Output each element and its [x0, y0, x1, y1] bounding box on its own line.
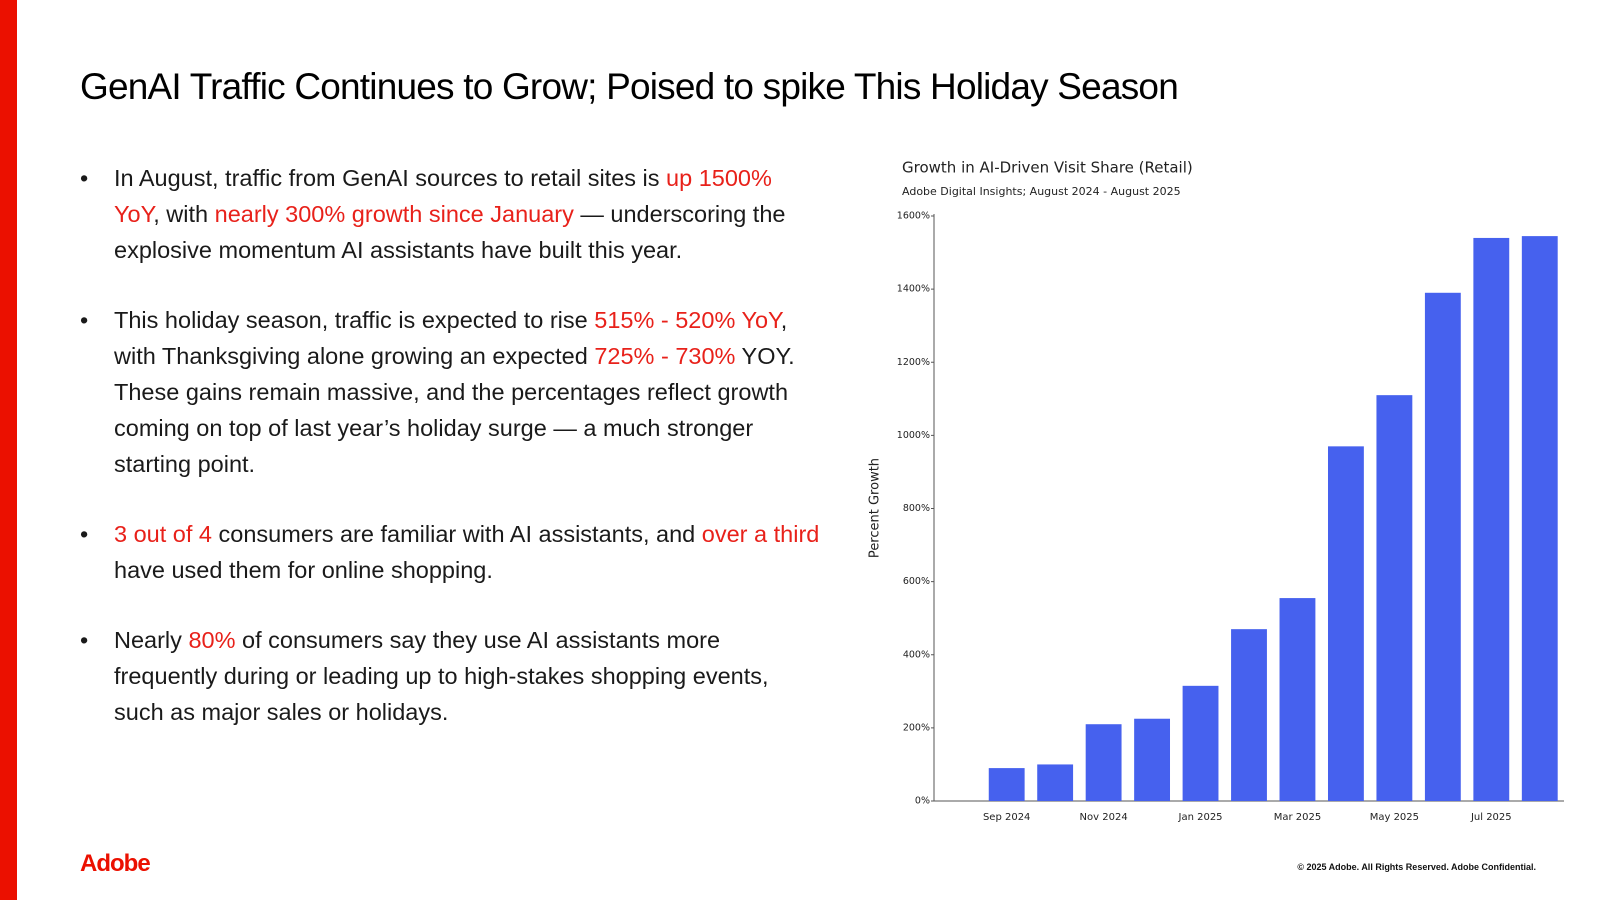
bullet-text: have used them for online shopping.: [114, 557, 493, 583]
y-tick-label: 800%: [903, 503, 930, 514]
y-tick-label: 600%: [903, 576, 930, 587]
bullet-text: 515% - 520% YoY: [594, 307, 781, 333]
bullet-text: of consumers say they use AI assistants …: [114, 627, 769, 725]
x-tick-label: Jan 2025: [1178, 812, 1223, 823]
bar: [1231, 629, 1267, 801]
y-tick-label: 400%: [903, 649, 930, 660]
y-tick-label: 1200%: [897, 357, 930, 368]
chart-title: Growth in AI-Driven Visit Share (Retail): [902, 159, 1193, 177]
y-axis-label: Percent Growth: [868, 458, 883, 558]
bar: [1376, 395, 1413, 801]
bullet-text: , with: [153, 201, 215, 227]
bullet: This holiday season, traffic is expected…: [80, 302, 820, 482]
bullet-list: In August, traffic from GenAI sources to…: [80, 160, 820, 764]
bar: [1037, 764, 1074, 801]
bar: [1521, 236, 1558, 801]
bar: [988, 768, 1025, 801]
x-tick-label: Nov 2024: [1080, 812, 1128, 823]
y-tick-label: 1000%: [897, 430, 930, 441]
bullet-text: over a third: [701, 521, 820, 547]
copyright: © 2025 Adobe. All Rights Reserved. Adobe…: [1297, 862, 1536, 872]
bullet-text: up 1500% YoY: [114, 165, 772, 227]
bullet: 3 out of 4 consumers are familiar with A…: [80, 516, 820, 588]
bar: [1279, 598, 1316, 801]
bullet-text: In August, traffic from GenAI sources to…: [114, 165, 667, 191]
y-tick-label: 200%: [903, 722, 930, 733]
bullet-text: 3 out of 4: [114, 521, 212, 547]
y-tick-label: 1600%: [897, 211, 930, 222]
bar: [1085, 724, 1122, 801]
y-tick-label: 0%: [915, 796, 930, 807]
logo: Adobe: [80, 850, 151, 877]
bullet-text: , with Thanksgiving alone growing an exp…: [114, 307, 788, 369]
bullet-text: YOY. These gains remain massive, and the…: [114, 343, 795, 477]
bar: [1424, 292, 1461, 801]
slide-title: GenAI Traffic Continues to Grow; Poised …: [80, 66, 1179, 107]
chart-subtitle: Adobe Digital Insights; August 2024 - Au…: [902, 185, 1181, 198]
y-tick-label: 1400%: [897, 284, 930, 295]
x-tick-label: Jul 2025: [1470, 812, 1512, 823]
x-tick-label: May 2025: [1370, 812, 1419, 823]
bar: [1182, 685, 1219, 801]
x-tick-label: Mar 2025: [1274, 812, 1322, 823]
bullet-text: — underscoring the explosive momentum AI…: [114, 201, 786, 263]
bullet: In August, traffic from GenAI sources to…: [80, 160, 820, 268]
bullet-text: 725% - 730%: [594, 343, 736, 369]
accent-bar: [0, 0, 17, 900]
bullet-text: nearly 300% growth since January: [214, 201, 574, 227]
x-tick-label: Sep 2024: [983, 812, 1030, 823]
bullet-text: 80%: [188, 627, 236, 653]
bar: [1473, 237, 1510, 801]
bar: [1134, 718, 1171, 801]
bullet-text: consumers are familiar with AI assistant…: [212, 521, 702, 547]
bar: [1327, 446, 1364, 801]
bullet-text: This holiday season, traffic is expected…: [114, 307, 595, 333]
bullet-text: Nearly: [114, 627, 189, 653]
bullet: Nearly 80% of consumers say they use AI …: [80, 622, 820, 730]
